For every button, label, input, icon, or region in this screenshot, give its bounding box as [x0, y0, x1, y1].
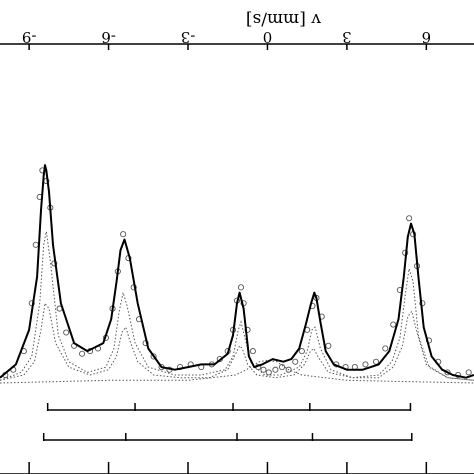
x-tick-label: -9 — [22, 28, 37, 46]
data-point — [444, 369, 451, 376]
data-point — [390, 321, 397, 328]
fit-line — [0, 164, 474, 379]
data-point — [362, 361, 369, 368]
fit-curve — [0, 164, 474, 379]
data-point — [272, 366, 279, 373]
data-point — [79, 350, 86, 357]
data-point — [292, 358, 299, 365]
data-point — [465, 369, 472, 376]
data-point — [372, 358, 380, 365]
x-tick-label: -3 — [181, 28, 196, 46]
x-tick-label: 0 — [263, 28, 273, 46]
x-tick-label: 3 — [342, 28, 352, 46]
data-point — [325, 342, 332, 349]
data-point — [278, 364, 286, 371]
data-point — [63, 329, 70, 336]
x-tick-label: 6 — [422, 28, 432, 46]
data-point — [237, 284, 245, 291]
data-point — [32, 241, 39, 248]
x-tick-label: -6 — [101, 28, 116, 46]
top-axis-ticks: -9 -6 -3 0 3 6 — [22, 28, 431, 50]
x-axis-title: v [mm/s] — [246, 9, 322, 29]
sextet-line-markers — [42, 403, 413, 441]
fit-components — [0, 231, 474, 384]
data-point — [249, 348, 256, 355]
component-line — [0, 231, 474, 381]
data-point — [406, 215, 413, 222]
bottom-axis-ticks — [0, 462, 474, 474]
data-point — [260, 366, 267, 373]
data-point — [298, 348, 305, 355]
data-point — [285, 366, 292, 373]
data-points — [2, 167, 472, 379]
data-point — [120, 231, 127, 238]
data-point — [382, 345, 389, 352]
component-line — [0, 302, 474, 381]
data-point — [150, 353, 157, 360]
data-point — [265, 369, 272, 376]
component-line — [0, 359, 474, 384]
